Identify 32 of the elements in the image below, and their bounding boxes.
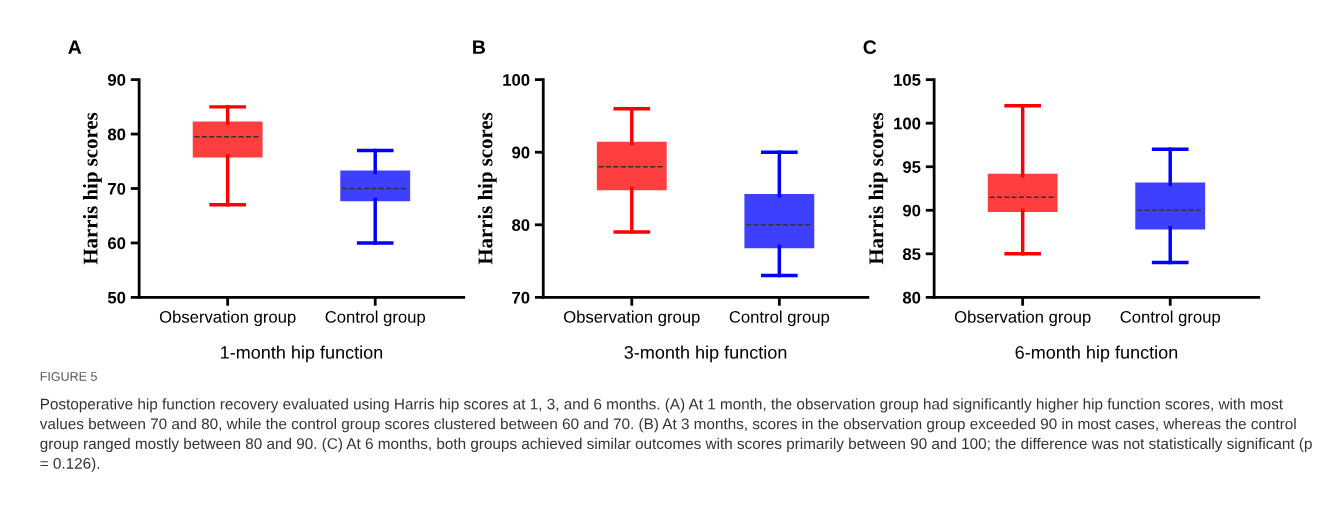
chart-title: B [473,40,485,54]
chart-title: A [68,40,82,54]
y-tick-label: 90 [107,74,126,86]
y-tick-label: 80 [107,128,126,141]
y-tick-label: 95 [902,161,921,173]
y-tick-label: 90 [902,204,921,217]
y-tick-label: 105 [894,74,921,86]
y-tick-label: 100 [894,117,921,130]
x-tick-label: Observation group [159,310,296,327]
x-axis-title: 3-month hip function [624,345,787,363]
x-tick-label: Control group [325,310,426,327]
y-axis-title: Harris hip scores [477,112,497,265]
x-tick-label: Control group [729,310,830,327]
y-tick-label: 50 [107,291,126,304]
y-axis-title: Harris hip scores [82,112,102,265]
x-tick-label: Observation group [954,310,1091,327]
x-tick-label: Control group [1120,310,1221,327]
y-tick-label: 85 [902,248,921,261]
y-axis-title: Harris hip scores [868,112,888,265]
y-tick-label: 60 [108,237,126,250]
y-tick-label: 80 [512,219,530,231]
y-tick-label: 70 [108,182,126,195]
caption: FIGURE 5 [40,372,97,381]
y-tick-label: 70 [512,291,530,304]
x-axis-title: 1-month hip function [221,345,383,363]
y-tick-label: 90 [512,146,530,159]
x-tick-label: Observation group [564,310,700,327]
x-axis-title: 6-month hip function [1015,345,1178,363]
chart-title: C [863,40,877,55]
y-tick-label: 80 [902,291,921,304]
y-tick-label: 100 [503,74,530,86]
text: Postoperative hip function recovery evaluated using Harris hip scores at 1, 3, and 6 months. (A) At 1 month, the observation group had significantly higher hip function scores, with most values between 70 and 80, while the control group scores clustered between 60 and 70. (B) At 3 months, scores in the observation group exceeded 90 in most cases, whereas the control group ranged mostly between 80 and 90. (C) At 6 months, both groups achieved similar outcomes with scores primarily between 90 and 100; the difference was not statistically significant (p = 0.126). [39,398,1312,472]
